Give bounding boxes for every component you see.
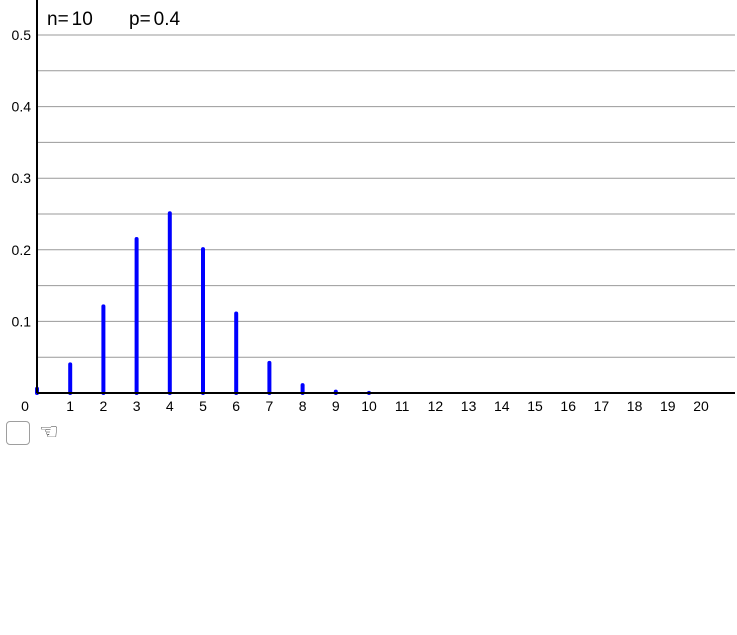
x-tick-label: 1 (66, 398, 74, 414)
x-tick-label: 14 (494, 398, 510, 414)
y-tick-label: 0.3 (12, 170, 32, 186)
x-tick-label: 20 (693, 398, 709, 414)
p-parameter: p= 0.4 (129, 9, 180, 31)
x-tick-label: 5 (199, 398, 207, 414)
y-tick-label: 0.4 (12, 99, 32, 115)
n-label: n= (47, 9, 69, 30)
y-tick-label: 0.5 (12, 27, 32, 43)
y-tick-labels: 0.1 0.2 0.3 0.4 0.5 (12, 27, 32, 329)
n-parameter: n= 10 (47, 9, 93, 31)
x-tick-label: 6 (232, 398, 240, 414)
x-tick-label: 8 (299, 398, 307, 414)
x-tick-label: 3 (133, 398, 141, 414)
x-tick-label: 9 (332, 398, 340, 414)
p-label: p= (129, 9, 151, 30)
p-value: 0.4 (153, 9, 181, 30)
y-tick-label: 0.2 (12, 242, 32, 258)
toggle-control: ☜ (6, 421, 59, 445)
show-checkbox[interactable] (6, 421, 30, 445)
grid-lines (37, 34, 735, 358)
x-tick-label: 12 (428, 398, 444, 414)
x-tick-label: 18 (627, 398, 643, 414)
x-tick-label: 0 (21, 398, 29, 414)
n-value: 10 (71, 9, 93, 30)
x-tick-label: 16 (560, 398, 576, 414)
x-tick-label: 4 (166, 398, 174, 414)
x-tick-labels: 0 1 2 3 4 5 6 7 8 9 10 11 12 13 14 15 16 17 18 19 20 (21, 398, 709, 414)
x-tick-label: 15 (527, 398, 543, 414)
x-tick-label: 11 (395, 398, 410, 414)
x-tick-label: 7 (266, 398, 274, 414)
stem-bars (35, 211, 371, 395)
x-tick-label: 13 (461, 398, 477, 414)
x-tick-label: 10 (361, 398, 377, 414)
x-tick-label: 17 (594, 398, 610, 414)
hand-pointer-icon[interactable]: ☜ (39, 420, 59, 445)
x-tick-label: 2 (100, 398, 108, 414)
y-tick-label: 0.1 (12, 313, 32, 329)
x-tick-label: 19 (660, 398, 676, 414)
